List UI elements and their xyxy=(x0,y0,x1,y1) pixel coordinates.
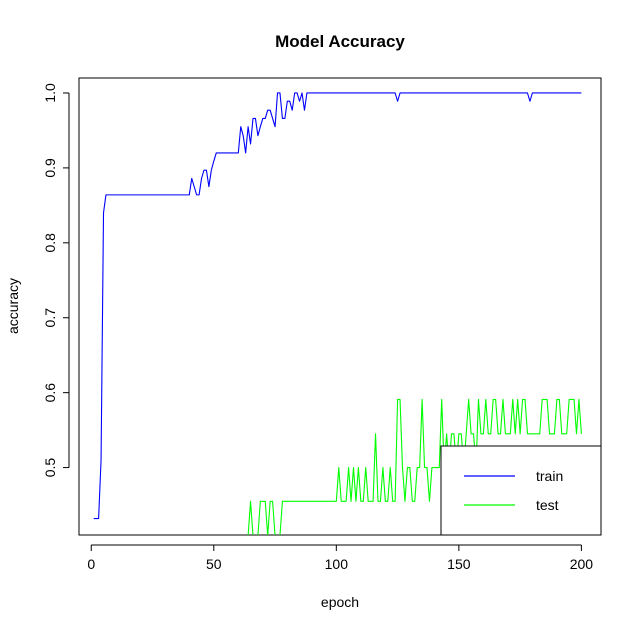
y-tick-label: 0.9 xyxy=(42,158,58,178)
series-line-train xyxy=(93,92,582,520)
legend-label-test: test xyxy=(536,497,559,513)
y-axis-ticks: 0.5 0.6 0.7 0.8 0.9 1.0 xyxy=(42,83,69,477)
y-axis: 0.5 0.6 0.7 0.8 0.9 1.0 xyxy=(42,83,70,477)
plot-area-frame xyxy=(78,77,602,536)
x-axis-title: epoch xyxy=(321,594,359,610)
x-tick-label: 200 xyxy=(570,556,594,572)
x-axis: 0 50 100 150 200 xyxy=(87,544,593,572)
y-tick-label: 0.7 xyxy=(42,308,58,328)
y-tick-label: 0.8 xyxy=(42,233,58,253)
legend-items: train test xyxy=(464,468,563,513)
legend: train test xyxy=(440,445,602,536)
y-axis-title: accuracy xyxy=(5,278,21,334)
legend-box xyxy=(440,445,602,536)
series-group xyxy=(93,92,582,535)
x-tick-label: 100 xyxy=(325,556,349,572)
x-axis-ticks: 0 50 100 150 200 xyxy=(87,545,593,572)
legend-label-train: train xyxy=(536,468,563,484)
y-tick-label: 0.6 xyxy=(42,383,58,403)
x-tick-label: 0 xyxy=(87,556,95,572)
y-tick-label: 0.5 xyxy=(42,458,58,478)
series-line-test xyxy=(247,398,582,535)
chart-title: Model Accuracy xyxy=(275,32,405,51)
y-tick-label: 1.0 xyxy=(42,83,58,103)
x-tick-label: 50 xyxy=(206,556,222,572)
x-tick-label: 150 xyxy=(447,556,471,572)
